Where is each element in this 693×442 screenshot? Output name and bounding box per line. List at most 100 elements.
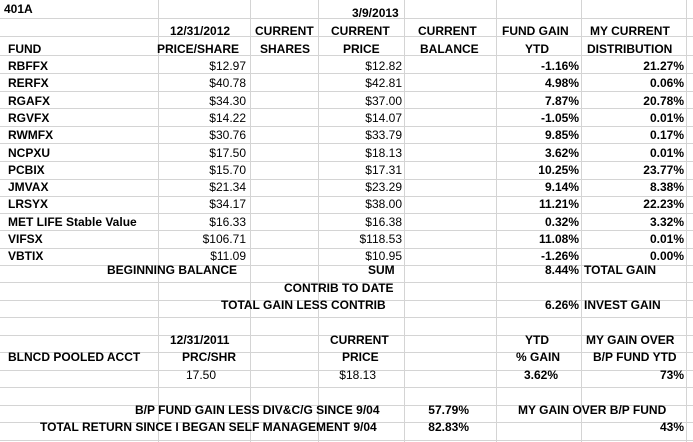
header-price-share[interactable]: PRICE/SHARE: [157, 42, 240, 56]
fund-gain-ytd[interactable]: 7.87%: [544, 93, 579, 108]
price-current[interactable]: $17.31: [365, 162, 402, 177]
header-balance[interactable]: BALANCE: [420, 42, 479, 56]
contrib-to-date-label[interactable]: CONTRIB TO DATE: [284, 281, 394, 295]
my-gain-over-bp-label[interactable]: MY GAIN OVER B/P FUND: [518, 403, 667, 417]
fund-name[interactable]: PCBIX: [8, 162, 45, 177]
pooled-price-2011[interactable]: 17.50: [186, 368, 217, 382]
fund-name[interactable]: JMVAX: [8, 180, 49, 195]
price-current[interactable]: $42.81: [365, 76, 402, 91]
pooled-date[interactable]: 12/31/2011: [170, 333, 230, 347]
fund-name[interactable]: RGAFX: [8, 93, 50, 108]
my-current-distribution[interactable]: 23.77%: [643, 162, 684, 177]
price-2012[interactable]: $12.97: [209, 59, 246, 73]
my-current-distribution[interactable]: 0.01%: [649, 232, 684, 246]
fund-name[interactable]: RGVFX: [8, 110, 50, 125]
fund-gain-ytd[interactable]: -1.26%: [540, 249, 579, 264]
pooled-my-gain[interactable]: 73%: [659, 368, 684, 382]
price-2012[interactable]: $30.76: [209, 128, 246, 143]
total-return-label[interactable]: TOTAL RETURN SINCE I BEGAN SELF MANAGEME…: [40, 420, 377, 434]
header-my-current[interactable]: MY CURRENT: [590, 24, 670, 38]
my-current-distribution[interactable]: 20.78%: [643, 93, 684, 108]
pooled-acct-label[interactable]: BLNCD POOLED ACCT: [8, 350, 141, 364]
my-current-distribution[interactable]: 0.01%: [649, 145, 684, 160]
header-current-price[interactable]: CURRENT: [331, 24, 390, 38]
fund-gain-ytd[interactable]: 11.21%: [538, 197, 579, 212]
price-2012[interactable]: $106.71: [202, 232, 246, 246]
header-current-balance-top[interactable]: CURRENT: [418, 24, 477, 38]
price-2012[interactable]: $40.78: [209, 76, 246, 91]
pooled-my-gain-over-label[interactable]: MY GAIN OVER: [586, 333, 675, 347]
price-current[interactable]: $12.82: [365, 59, 402, 73]
fund-gain-ytd[interactable]: 3.62%: [544, 145, 579, 160]
fund-name[interactable]: VIFSX: [8, 232, 43, 246]
my-current-distribution[interactable]: 22.23%: [643, 197, 684, 212]
my-current-distribution[interactable]: 3.32%: [649, 214, 684, 229]
bp-fund-gain-value[interactable]: 57.79%: [428, 403, 469, 417]
pooled-ytd-gain[interactable]: 3.62%: [524, 368, 559, 382]
total-return-value[interactable]: 82.83%: [428, 420, 469, 434]
price-current[interactable]: $18.13: [365, 145, 402, 160]
price-current[interactable]: $33.79: [365, 128, 402, 143]
my-gain-value[interactable]: 43%: [659, 420, 684, 434]
price-current[interactable]: $23.29: [365, 180, 402, 195]
header-distribution[interactable]: DISTRIBUTION: [587, 42, 673, 56]
fund-gain-ytd[interactable]: 9.85%: [544, 128, 579, 143]
pooled-ytd-label[interactable]: YTD: [525, 333, 549, 347]
my-current-distribution[interactable]: 0.17%: [649, 128, 684, 143]
price-current[interactable]: $118.53: [359, 232, 403, 246]
price-2012[interactable]: $16.33: [209, 214, 246, 229]
pooled-price-label[interactable]: PRICE: [342, 350, 379, 364]
price-2012[interactable]: $17.50: [209, 145, 246, 160]
fund-gain-ytd[interactable]: 0.32%: [544, 214, 579, 229]
price-current[interactable]: $16.38: [365, 214, 402, 229]
fund-name[interactable]: RERFX: [8, 76, 49, 91]
price-current[interactable]: $37.00: [365, 93, 402, 108]
fund-name[interactable]: RBFFX: [8, 59, 48, 73]
fund-gain-ytd[interactable]: 9.14%: [544, 180, 579, 195]
header-fund[interactable]: FUND: [8, 42, 42, 56]
fund-name[interactable]: VBTIX: [8, 249, 44, 264]
price-2012[interactable]: $14.22: [209, 110, 246, 125]
fund-name[interactable]: NCPXU: [8, 145, 51, 160]
bp-fund-gain-label[interactable]: B/P FUND GAIN LESS DIV&C/G SINCE 9/04: [135, 403, 380, 417]
price-2012[interactable]: $34.17: [209, 197, 246, 212]
my-current-distribution[interactable]: 8.38%: [649, 180, 684, 195]
fund-gain-ytd[interactable]: 11.08%: [538, 232, 579, 246]
my-current-distribution[interactable]: 21.27%: [643, 59, 684, 73]
pooled-prc-shr-label[interactable]: PRC/SHR: [182, 350, 237, 364]
header-shares[interactable]: SHARES: [260, 42, 311, 56]
total-gain-pct[interactable]: 8.44%: [544, 263, 579, 277]
price-2012[interactable]: $15.70: [209, 162, 246, 177]
price-2012[interactable]: $34.30: [209, 93, 246, 108]
beginning-balance-label[interactable]: BEGINNING BALANCE: [107, 263, 238, 277]
fund-gain-ytd[interactable]: -1.16%: [540, 59, 579, 73]
fund-name[interactable]: LRSYX: [8, 197, 49, 212]
sum-label[interactable]: SUM: [368, 263, 395, 277]
pooled-pct-gain-label[interactable]: % GAIN: [516, 350, 561, 364]
price-2012[interactable]: $21.34: [209, 180, 246, 195]
header-current-shares-top[interactable]: CURRENT: [255, 24, 314, 38]
price-current[interactable]: $38.00: [365, 197, 402, 212]
fund-name[interactable]: MET LIFE Stable Value: [8, 214, 137, 229]
my-current-distribution[interactable]: 0.00%: [649, 249, 684, 264]
header-date-2013[interactable]: 3/9/2013: [352, 6, 399, 20]
my-current-distribution[interactable]: 0.01%: [649, 110, 684, 125]
price-current[interactable]: $10.95: [365, 249, 402, 264]
total-gain-less-contrib-label[interactable]: TOTAL GAIN LESS CONTRIB: [221, 298, 386, 312]
header-ytd[interactable]: YTD: [525, 42, 549, 56]
fund-gain-ytd[interactable]: 4.98%: [544, 76, 579, 91]
total-gain-label[interactable]: TOTAL GAIN: [584, 263, 656, 277]
header-date-2012[interactable]: 12/31/2012: [170, 24, 231, 38]
pooled-price-now[interactable]: $18.13: [339, 368, 376, 382]
fund-name[interactable]: RWMFX: [8, 128, 54, 143]
price-2012[interactable]: $11.09: [210, 249, 246, 264]
pooled-current-label[interactable]: CURRENT: [330, 333, 389, 347]
invest-gain-label[interactable]: INVEST GAIN: [584, 298, 661, 312]
header-fund-gain[interactable]: FUND GAIN: [502, 24, 569, 38]
price-current[interactable]: $14.07: [365, 110, 402, 125]
my-current-distribution[interactable]: 0.06%: [649, 76, 684, 91]
fund-gain-ytd[interactable]: 10.25%: [538, 162, 579, 177]
sheet-title[interactable]: 401A: [4, 2, 33, 16]
invest-gain-pct[interactable]: 6.26%: [544, 298, 579, 312]
fund-gain-ytd[interactable]: -1.05%: [540, 110, 579, 125]
